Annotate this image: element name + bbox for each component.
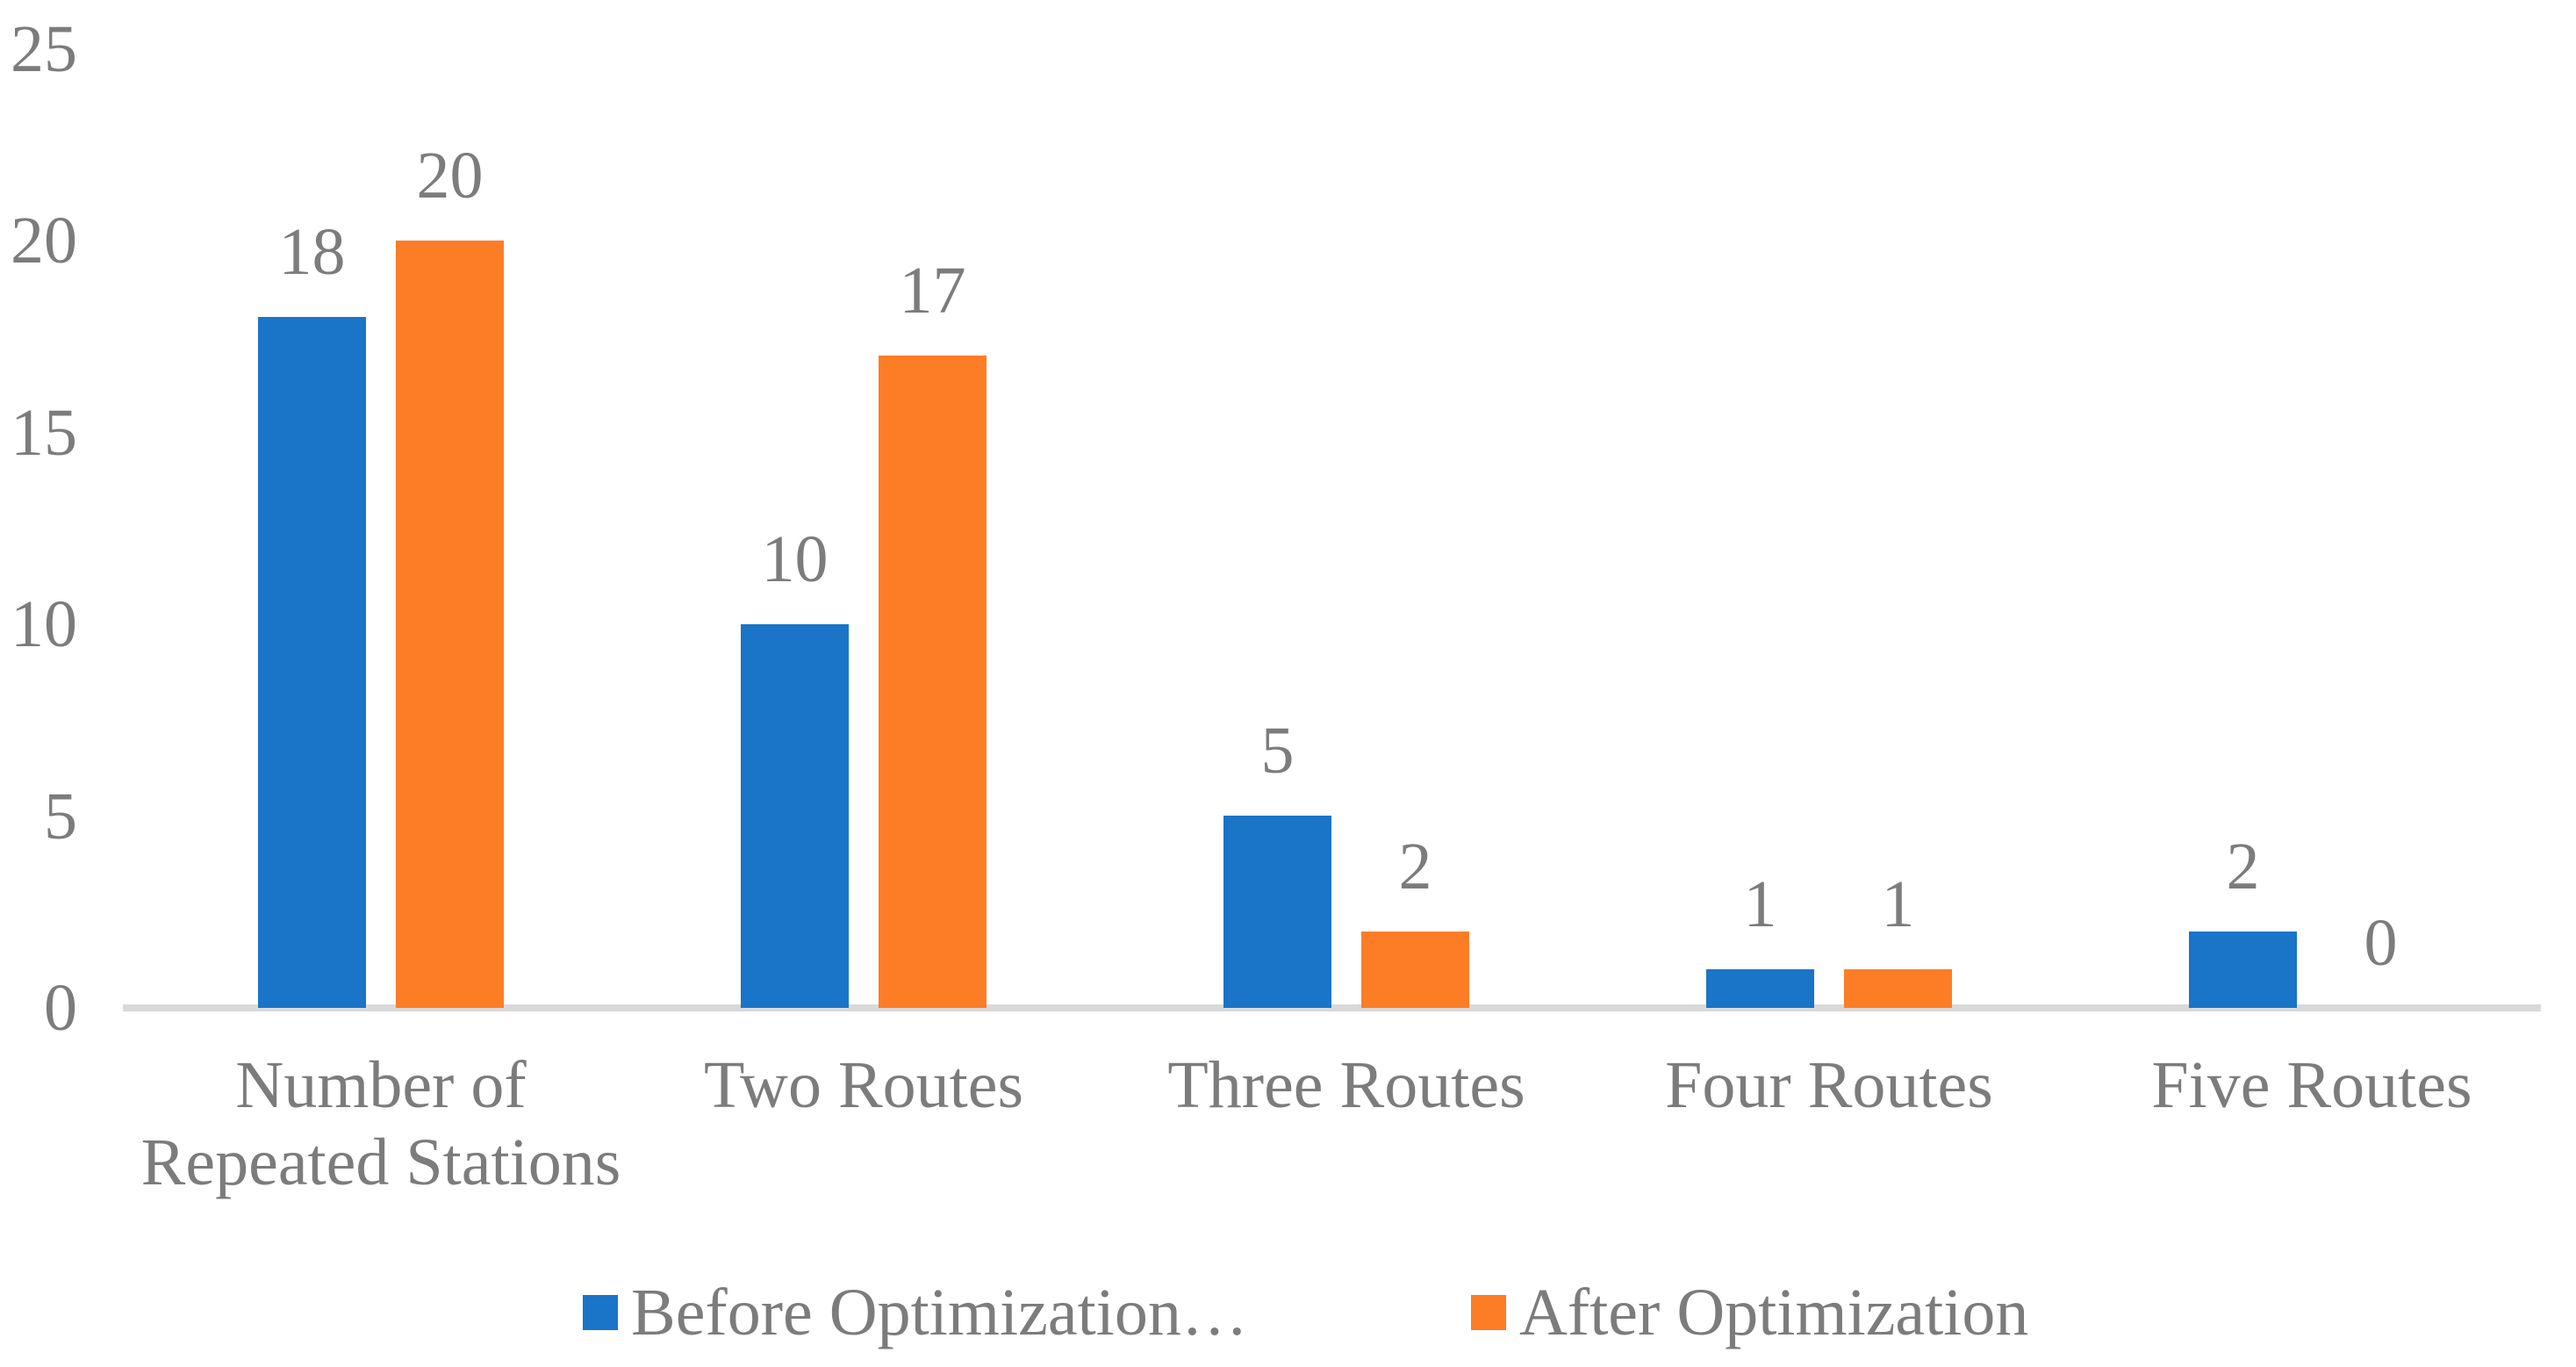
category-label: Four Routes	[1665, 1048, 1993, 1122]
data-label: 1	[1743, 867, 1777, 941]
y-tick-label: 0	[44, 971, 77, 1045]
data-label: 2	[2226, 830, 2260, 903]
y-tick-label: 10	[11, 587, 77, 661]
data-label: 2	[1398, 830, 1432, 903]
data-label: 20	[416, 139, 484, 212]
bar	[258, 317, 366, 1008]
legend-swatch-icon	[583, 1295, 618, 1330]
category-label: Three Routes	[1167, 1048, 1525, 1122]
data-label: 1	[1881, 867, 1915, 941]
category-label: Number of Repeated Stations	[140, 1048, 621, 1199]
category-label: Two Routes	[703, 1048, 1024, 1122]
data-label: 10	[761, 522, 829, 596]
category-label: Five Routes	[2151, 1048, 2472, 1122]
y-tick-label: 20	[11, 204, 77, 277]
legend-label: Before Optimization…	[631, 1275, 1248, 1349]
data-label: 18	[278, 215, 346, 289]
bar	[879, 356, 987, 1008]
legend-item: Before Optimization…	[583, 1273, 1248, 1352]
y-tick-label: 15	[11, 396, 77, 470]
legend-item: After Optimization	[1471, 1273, 2028, 1352]
data-label: 17	[899, 254, 966, 327]
y-tick-label: 25	[11, 12, 77, 86]
bar	[396, 241, 504, 1008]
data-label: 5	[1260, 714, 1295, 788]
legend-swatch-icon	[1471, 1295, 1506, 1330]
bar	[1361, 932, 1469, 1008]
x-axis-line	[123, 1004, 2541, 1011]
bar	[2189, 932, 2297, 1008]
y-tick-label: 5	[44, 780, 77, 853]
legend-label: After Optimization	[1519, 1275, 2029, 1349]
bar	[741, 624, 849, 1008]
bar	[1844, 969, 1952, 1008]
bar	[1706, 969, 1814, 1008]
bar	[1223, 816, 1331, 1008]
data-label: 0	[2364, 906, 2398, 980]
